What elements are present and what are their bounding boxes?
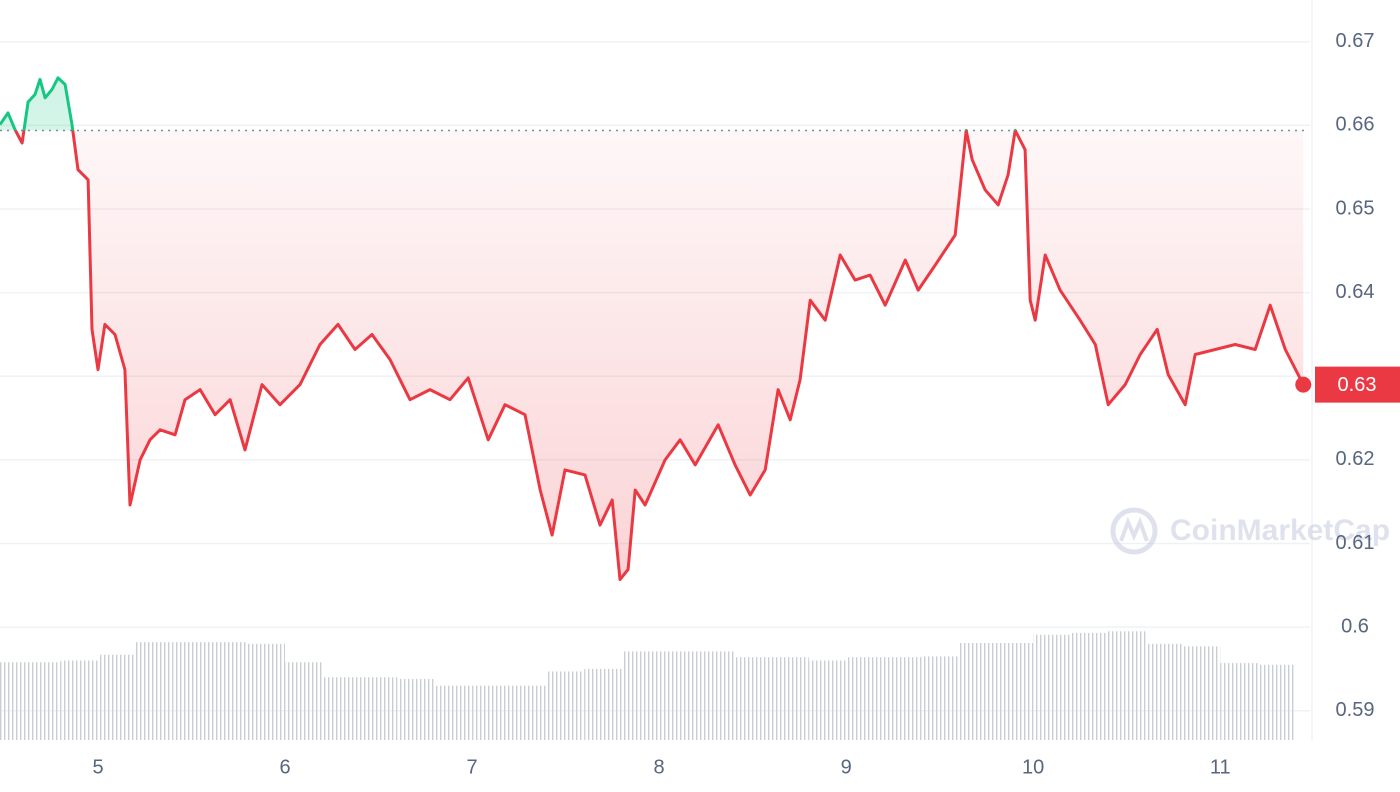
y-tick-label: 0.67 — [1336, 30, 1375, 52]
volume-bar — [172, 642, 211, 740]
x-tick-label: 8 — [654, 756, 665, 778]
volume-bar — [247, 643, 286, 740]
price-badge — [1315, 366, 1400, 403]
y-tick-label: 0.65 — [1336, 197, 1375, 219]
volume-bar — [771, 657, 809, 740]
volume-bar — [60, 660, 99, 740]
volume-bar — [546, 671, 585, 740]
y-tick-label: 0.61 — [1336, 532, 1375, 554]
volume-bar — [958, 643, 996, 740]
volume-bar — [285, 662, 323, 740]
watermark-text: CoinMarketCap — [1170, 514, 1390, 547]
volume-bar — [621, 651, 660, 740]
price-line-down — [13, 130, 1305, 581]
volume-bar — [509, 685, 547, 740]
volume-bar — [1070, 632, 1109, 740]
volume-bar — [883, 657, 921, 740]
x-tick-label: 9 — [841, 756, 852, 778]
volume-bar — [995, 643, 1034, 740]
x-tick-label: 7 — [467, 756, 478, 778]
volume-bar — [472, 685, 510, 740]
price-badge-label: 0.63 — [1338, 374, 1377, 396]
volume-bar — [846, 657, 884, 740]
last-point — [1295, 376, 1312, 393]
volume-bar — [584, 668, 622, 740]
volume-bar — [210, 642, 248, 740]
volume-bar — [98, 654, 136, 740]
volume-bar — [1033, 634, 1071, 740]
area-below — [0, 130, 1304, 580]
volume-bar — [1257, 664, 1296, 740]
volume-bar — [0, 662, 24, 740]
y-tick-label: 0.6 — [1341, 615, 1369, 637]
volume-bar — [920, 656, 959, 740]
volume-bar — [135, 642, 173, 740]
y-tick-label: 0.66 — [1336, 114, 1375, 136]
volume-bar — [659, 651, 697, 740]
volume-bar — [1182, 646, 1221, 740]
volume-bar — [1145, 643, 1183, 740]
volume-bar — [1220, 663, 1258, 740]
x-tick-label: 11 — [1210, 756, 1231, 778]
y-tick-label: 0.62 — [1336, 448, 1375, 470]
volume-bar — [733, 657, 772, 740]
volume-bar — [322, 677, 360, 740]
x-tick-label: 10 — [1022, 756, 1044, 778]
volume-bar — [397, 678, 435, 740]
volume-bar — [23, 662, 61, 740]
volume-bar — [696, 651, 734, 740]
x-tick-label: 6 — [279, 756, 290, 778]
volume-bar — [808, 660, 847, 740]
x-tick-label: 5 — [92, 756, 103, 778]
watermark: CoinMarketCap — [1110, 507, 1390, 555]
volume-bar — [434, 685, 473, 740]
y-tick-label: 0.59 — [1336, 699, 1375, 721]
volume-bar — [359, 677, 398, 740]
volume-bar — [1108, 631, 1146, 740]
y-tick-label: 0.64 — [1336, 281, 1375, 303]
